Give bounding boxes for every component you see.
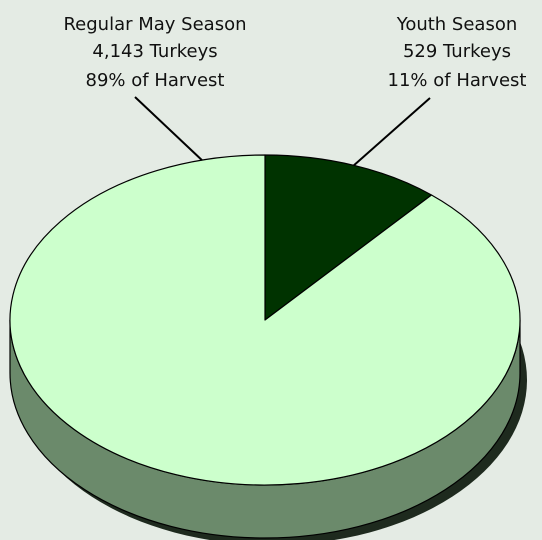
- label-regular-name: Regular May Season: [63, 14, 246, 35]
- leader-line-regular: [134, 96, 203, 161]
- label-regular-count: 4,143 Turkeys: [92, 41, 217, 62]
- label-regular-season: Regular May Season 4,143 Turkeys 89% of …: [63, 14, 246, 91]
- label-youth-season: Youth Season 529 Turkeys 11% of Harvest: [388, 14, 527, 91]
- leader-lines: [134, 96, 431, 167]
- leader-line-youth: [353, 97, 431, 167]
- label-youth-name: Youth Season: [396, 14, 518, 35]
- label-youth-percent: 11% of Harvest: [388, 70, 527, 91]
- slice-regular-season: [9, 154, 521, 486]
- pie-slices: [9, 154, 521, 486]
- label-youth-count: 529 Turkeys: [403, 41, 511, 62]
- label-regular-percent: 89% of Harvest: [86, 70, 225, 91]
- slice-youth-season: [264, 154, 433, 321]
